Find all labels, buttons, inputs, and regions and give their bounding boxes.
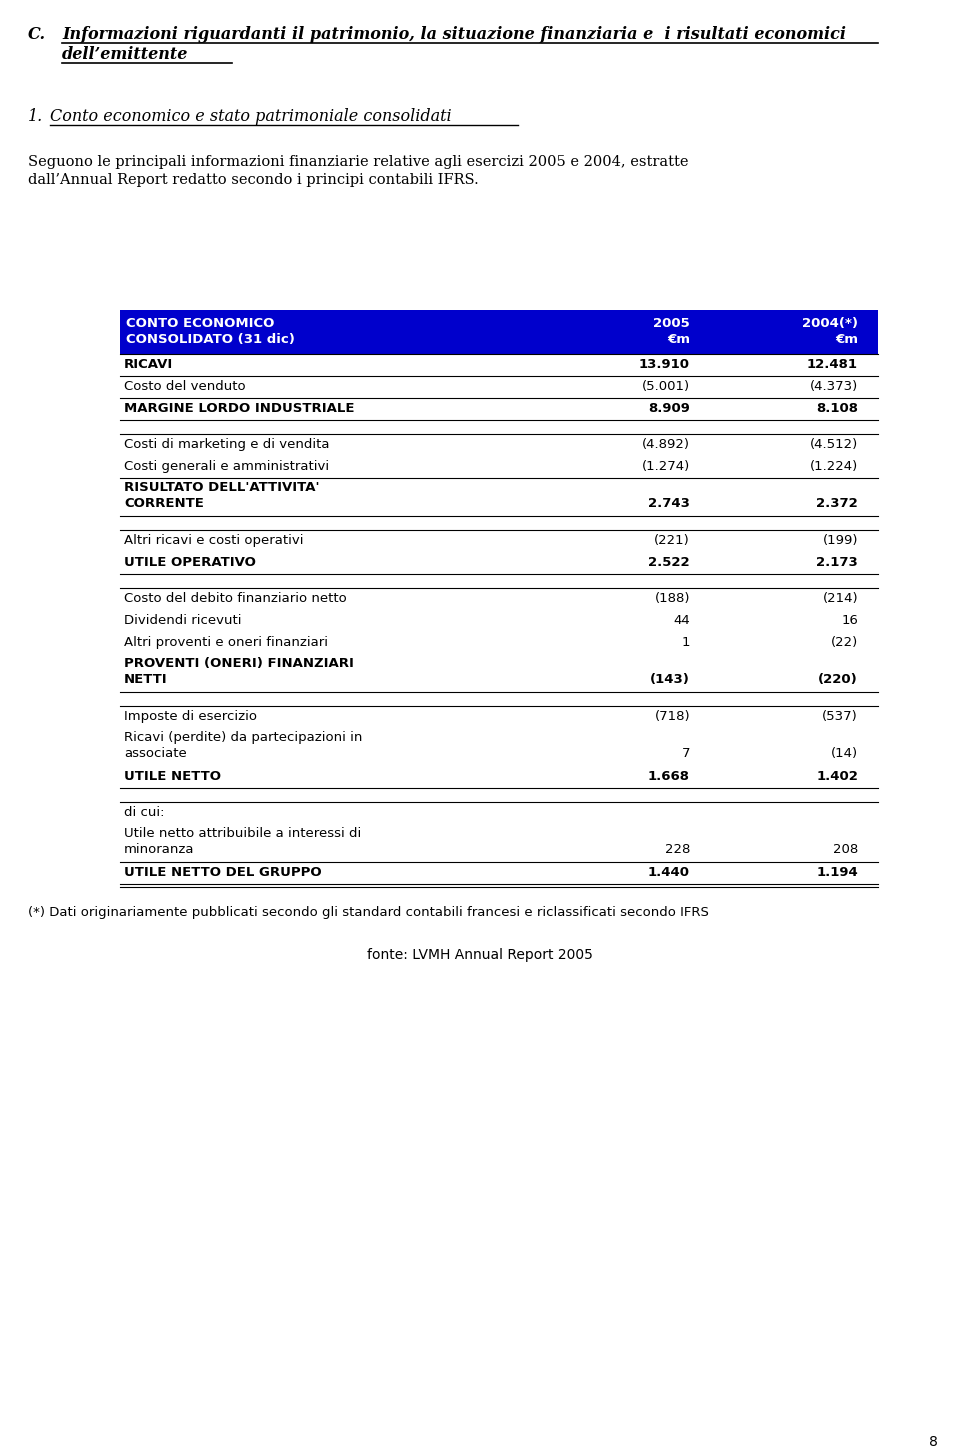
Text: RICAVI: RICAVI [124, 358, 173, 371]
Text: 44: 44 [673, 614, 690, 627]
Text: Dividendi ricevuti: Dividendi ricevuti [124, 614, 242, 627]
Text: 13.910: 13.910 [639, 358, 690, 371]
Text: 8.108: 8.108 [816, 402, 858, 415]
Text: 2004(*): 2004(*) [802, 316, 858, 329]
Text: 2.173: 2.173 [816, 556, 858, 569]
Text: (22): (22) [830, 636, 858, 649]
Text: Altri ricavi e costi operativi: Altri ricavi e costi operativi [124, 534, 303, 547]
Text: CORRENTE: CORRENTE [124, 498, 204, 509]
Text: Costi generali e amministrativi: Costi generali e amministrativi [124, 460, 329, 473]
Text: (4.373): (4.373) [809, 380, 858, 393]
Bar [120, 311, 878, 354]
Text: CONSOLIDATO (31 dic): CONSOLIDATO (31 dic) [126, 332, 295, 345]
Text: Informazioni riguardanti il patrimonio, la situazione finanziaria e  i risultati: Informazioni riguardanti il patrimonio, … [62, 26, 846, 44]
Text: 2.372: 2.372 [816, 498, 858, 509]
Text: Ricavi (perdite) da partecipazioni in: Ricavi (perdite) da partecipazioni in [124, 731, 362, 744]
Text: C.: C. [28, 26, 46, 44]
Text: 8: 8 [929, 1435, 938, 1450]
Text: Costo del debito finanziario netto: Costo del debito finanziario netto [124, 592, 347, 605]
Text: 8.909: 8.909 [648, 402, 690, 415]
Text: UTILE NETTO DEL GRUPPO: UTILE NETTO DEL GRUPPO [124, 866, 322, 879]
Text: MARGINE LORDO INDUSTRIALE: MARGINE LORDO INDUSTRIALE [124, 402, 354, 415]
Text: NETTI: NETTI [124, 673, 168, 686]
Text: Imposte di esercizio: Imposte di esercizio [124, 710, 257, 723]
Text: €m: €m [835, 332, 858, 345]
Text: (221): (221) [655, 534, 690, 547]
Text: 2.743: 2.743 [648, 498, 690, 509]
Text: (1.274): (1.274) [641, 460, 690, 473]
Text: (214): (214) [823, 592, 858, 605]
Text: 208: 208 [832, 843, 858, 856]
Text: RISULTATO DELL'ATTIVITA': RISULTATO DELL'ATTIVITA' [124, 480, 320, 493]
Text: minoranza: minoranza [124, 843, 195, 856]
Text: 1.440: 1.440 [648, 866, 690, 879]
Text: dall’Annual Report redatto secondo i principi contabili IFRS.: dall’Annual Report redatto secondo i pri… [28, 173, 479, 187]
Text: Utile netto attribuibile a interessi di: Utile netto attribuibile a interessi di [124, 827, 361, 840]
Text: Costo del venduto: Costo del venduto [124, 380, 246, 393]
Text: 1.668: 1.668 [648, 770, 690, 784]
Text: Seguono le principali informazioni finanziarie relative agli esercizi 2005 e 200: Seguono le principali informazioni finan… [28, 155, 688, 168]
Text: (537): (537) [823, 710, 858, 723]
Text: (220): (220) [818, 673, 858, 686]
Text: 228: 228 [664, 843, 690, 856]
Text: associate: associate [124, 747, 187, 760]
Text: 1: 1 [682, 636, 690, 649]
Text: (718): (718) [655, 710, 690, 723]
Text: 12.481: 12.481 [807, 358, 858, 371]
Text: fonte: LVMH Annual Report 2005: fonte: LVMH Annual Report 2005 [367, 948, 593, 962]
Text: (5.001): (5.001) [642, 380, 690, 393]
Text: 1.402: 1.402 [816, 770, 858, 784]
Text: Conto economico e stato patrimoniale consolidati: Conto economico e stato patrimoniale con… [50, 107, 451, 125]
Text: CONTO ECONOMICO: CONTO ECONOMICO [126, 316, 275, 329]
Text: €m: €m [667, 332, 690, 345]
Text: 1.: 1. [28, 107, 43, 125]
Text: (188): (188) [655, 592, 690, 605]
Text: (143): (143) [650, 673, 690, 686]
Text: 2005: 2005 [653, 316, 690, 329]
Text: dell’emittente: dell’emittente [62, 46, 188, 62]
Text: Costi di marketing e di vendita: Costi di marketing e di vendita [124, 438, 329, 451]
Text: 2.522: 2.522 [648, 556, 690, 569]
Text: UTILE OPERATIVO: UTILE OPERATIVO [124, 556, 256, 569]
Text: 16: 16 [841, 614, 858, 627]
Text: (14): (14) [830, 747, 858, 760]
Text: di cui:: di cui: [124, 805, 164, 818]
Text: (4.892): (4.892) [642, 438, 690, 451]
Text: 1.194: 1.194 [816, 866, 858, 879]
Text: (*) Dati originariamente pubblicati secondo gli standard contabili francesi e ri: (*) Dati originariamente pubblicati seco… [28, 905, 708, 918]
Text: (199): (199) [823, 534, 858, 547]
Text: UTILE NETTO: UTILE NETTO [124, 770, 221, 784]
Text: 7: 7 [682, 747, 690, 760]
Text: (4.512): (4.512) [809, 438, 858, 451]
Text: (1.224): (1.224) [809, 460, 858, 473]
Text: PROVENTI (ONERI) FINANZIARI: PROVENTI (ONERI) FINANZIARI [124, 657, 354, 670]
Text: Altri proventi e oneri finanziari: Altri proventi e oneri finanziari [124, 636, 328, 649]
